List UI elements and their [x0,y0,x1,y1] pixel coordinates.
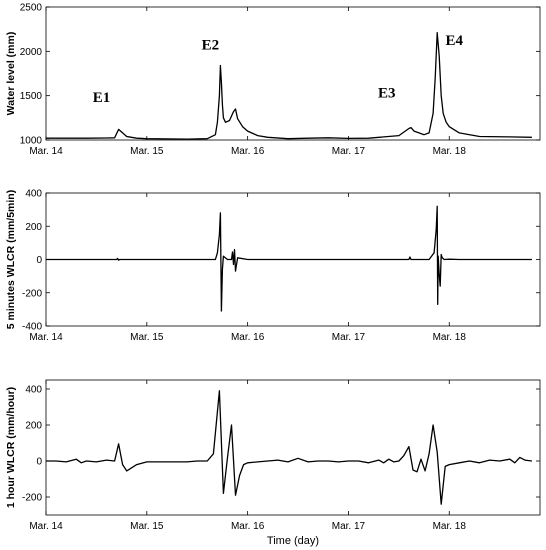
x-tick-label: Mar. 18 [433,521,467,532]
x-tick-label: Mar. 15 [130,521,164,532]
y-tick-label: 200 [25,421,42,432]
y-tick-label: -200 [22,288,42,299]
series-line-water-level [46,32,532,140]
x-tick-label: Mar. 14 [29,146,63,157]
x-tick-label: Mar. 15 [130,146,164,157]
y-tick-label: 1500 [20,91,43,102]
y-tick-label: 0 [36,457,42,468]
y-tick-label: 200 [25,222,42,233]
x-tick-label: Mar. 14 [29,332,63,343]
y-axis-label: 1 hour WLCR (mm/hour) [5,387,17,508]
x-tick-label: Mar. 16 [231,332,265,343]
x-tick-label: Mar. 16 [231,146,265,157]
panel-wlcr-1hour: Mar. 14 Mar. 15 Mar. 16 Mar. 17 Mar. 18 -200 0… [5,379,541,547]
panel-water-level: Mar. 14 Mar. 15 Mar. 16 Mar. 17 Mar. 18 1000 1… [5,3,541,157]
y-tick-label: -400 [22,322,42,333]
x-tick-label: Mar. 14 [29,521,63,532]
x-axis-label: Time (day) [267,535,319,547]
axes-frame [45,6,541,141]
y-axis-label: 5 minutes WLCR (mm/5min) [5,190,17,329]
x-tick-label: Mar. 15 [130,332,164,343]
panel-wlcr-5min: Mar. 14 Mar. 15 Mar. 16 Mar. 17 Mar. 18 -400 -… [5,189,541,343]
x-tick-label: Mar. 18 [433,332,467,343]
y-tick-label: -200 [22,493,42,504]
x-tick-label: Mar. 16 [231,521,265,532]
x-tick-label: Mar. 17 [332,332,366,343]
y-tick-label: 2000 [20,47,43,58]
axes-frame [45,379,541,516]
x-tick-label: Mar. 18 [433,146,467,157]
y-tick-label: 400 [25,385,42,396]
event-label-e1: E1 [93,90,111,106]
event-label-e2: E2 [202,38,220,54]
series-line-wlcr-5min [46,205,532,312]
y-tick-label: 0 [36,255,42,266]
y-tick-label: 2500 [20,3,43,14]
y-tick-label: 1000 [20,136,43,147]
x-tick-label: Mar. 17 [332,146,366,157]
series-line-wlcr-1hour [46,390,532,505]
event-label-e3: E3 [378,85,396,101]
y-tick-label: 400 [25,189,42,200]
x-tick-label: Mar. 17 [332,521,366,532]
event-label-e4: E4 [446,33,464,49]
y-axis-label: Water level (mm) [5,32,17,116]
